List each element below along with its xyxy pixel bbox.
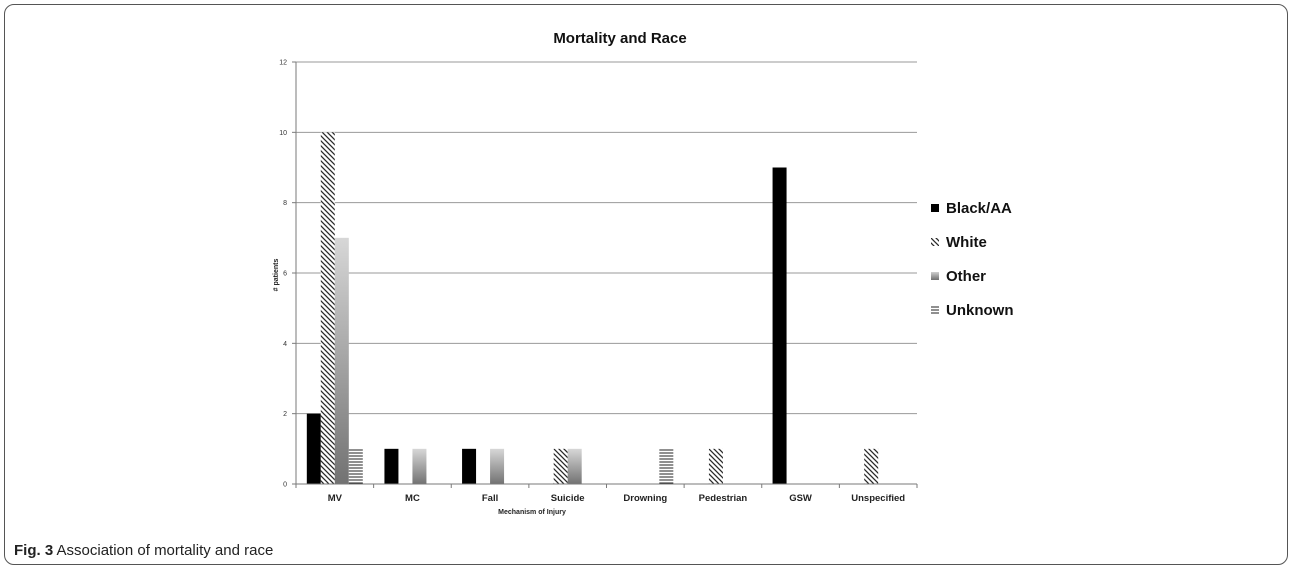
legend-item: Black/AA: [931, 191, 1081, 225]
y-tick-label: 10: [279, 130, 287, 137]
bar: [384, 448, 399, 484]
bar: [864, 448, 879, 484]
x-tick-label: Suicide: [551, 493, 585, 504]
x-tick-label: Fall: [482, 493, 498, 504]
legend-swatch: [931, 204, 939, 212]
y-tick-label: 6: [283, 271, 287, 278]
legend-swatch: [931, 272, 939, 280]
y-tick-label: 0: [283, 482, 287, 489]
y-axis-label: # patients: [273, 259, 280, 292]
bar: [462, 448, 477, 484]
x-tick-label: Drowning: [623, 493, 667, 504]
legend-label: Black/AA: [946, 199, 1012, 217]
chart: Mortality and Race 0 2 4 6 8 10 12 MV MC Fall Suic…: [273, 30, 918, 516]
bar: [567, 448, 582, 484]
legend-item: Unknown: [931, 293, 1081, 327]
bar: [553, 448, 568, 484]
legend-label: Other: [946, 267, 987, 285]
bar: [306, 413, 321, 484]
x-tick-label: GSW: [789, 493, 812, 504]
x-tick-label: Unspecified: [851, 493, 905, 504]
legend-swatch: [931, 238, 939, 246]
bar: [348, 448, 363, 484]
legend-item: Other: [931, 259, 1081, 293]
bar: [659, 448, 674, 484]
legend-label: Unknown: [946, 301, 1014, 319]
bar: [412, 448, 427, 484]
figure-label: Fig. 3: [14, 542, 54, 559]
x-tick-label: Pedestrian: [699, 493, 748, 504]
y-tick-label: 12: [279, 60, 287, 67]
chart-title: Mortality and Race: [553, 30, 686, 47]
legend-swatch: [931, 306, 939, 314]
bar: [334, 237, 349, 484]
legend: Black/AA White Other Unknown: [931, 191, 1081, 327]
y-tick-label: 2: [283, 411, 287, 418]
x-tick-label: MC: [405, 493, 420, 504]
figure-caption: Fig. 3 Association of mortality and race: [14, 542, 273, 559]
y-tick-label: 4: [283, 341, 287, 348]
bar: [320, 132, 335, 484]
bar: [708, 448, 723, 484]
bar: [772, 167, 787, 484]
figure-caption-text: Association of mortality and race: [56, 542, 274, 559]
legend-label: White: [946, 233, 987, 251]
x-axis-label: Mechanism of Injury: [498, 509, 566, 516]
bar: [490, 448, 505, 484]
legend-item: White: [931, 225, 1081, 259]
y-tick-label: 8: [283, 200, 287, 207]
figure-frame: Mortality and Race 0 2 4 6 8 10 12 MV MC Fall Suic…: [4, 4, 1288, 565]
x-tick-label: MV: [328, 493, 343, 504]
